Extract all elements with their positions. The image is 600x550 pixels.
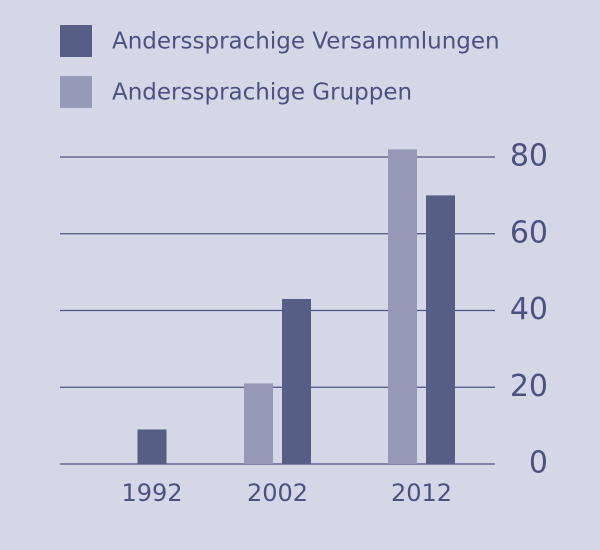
y-tick-label: 0	[529, 446, 548, 481]
legend-label: Anderssprachige Gruppen	[112, 80, 412, 106]
legend-swatch	[60, 25, 92, 57]
bar	[282, 298, 311, 464]
x-tick-label: 1992	[121, 479, 182, 507]
bar	[388, 149, 417, 464]
y-tick-label: 80	[510, 139, 548, 174]
bar	[137, 429, 167, 464]
legend-swatch	[60, 76, 92, 108]
y-tick-label: 60	[510, 215, 548, 250]
legend-label: Anderssprachige Versammlungen	[112, 29, 500, 55]
x-tick-label: 2002	[247, 479, 308, 507]
y-tick-label: 40	[510, 292, 548, 327]
bar	[426, 195, 455, 464]
y-tick-label: 20	[510, 369, 548, 404]
x-tick-label: 2012	[391, 479, 452, 507]
bar	[244, 383, 273, 464]
